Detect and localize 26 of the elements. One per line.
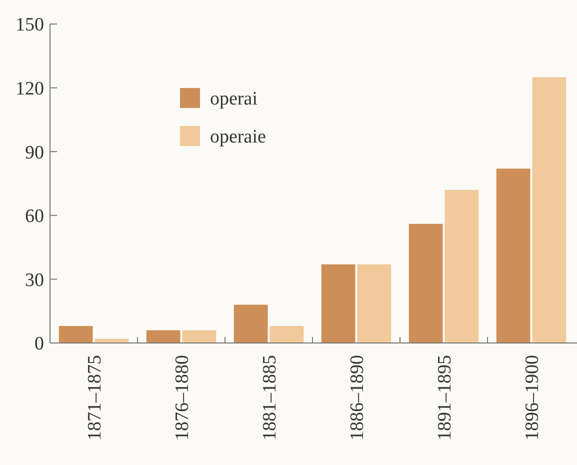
bar xyxy=(234,304,268,343)
bar xyxy=(321,264,356,343)
bar xyxy=(408,224,443,343)
bar xyxy=(270,326,304,343)
y-tick-label: 30 xyxy=(25,270,44,291)
legend-label: operaie xyxy=(210,126,266,148)
bar xyxy=(182,330,216,343)
x-tick-label: 1871–1875 xyxy=(84,355,106,440)
legend-label: operai xyxy=(210,88,258,110)
bar xyxy=(496,168,530,343)
y-tick-label: 0 xyxy=(34,334,44,355)
bar xyxy=(58,326,93,343)
bar xyxy=(357,264,392,343)
bar xyxy=(532,77,566,343)
y-tick-label: 60 xyxy=(25,206,44,228)
x-tick-label: 1886–1890 xyxy=(346,355,368,440)
bar xyxy=(146,330,180,343)
x-tick-label: 1876–1880 xyxy=(172,355,193,440)
x-tick-label: 1881–1885 xyxy=(259,355,280,440)
y-tick-label: 150 xyxy=(16,14,44,36)
y-tick-label: 120 xyxy=(16,78,44,100)
bar xyxy=(444,190,479,343)
bar xyxy=(94,338,129,343)
x-tick-label: 1896–1900 xyxy=(522,355,543,440)
x-tick-label: 1891–1895 xyxy=(434,355,456,440)
y-tick-label: 90 xyxy=(25,142,44,164)
